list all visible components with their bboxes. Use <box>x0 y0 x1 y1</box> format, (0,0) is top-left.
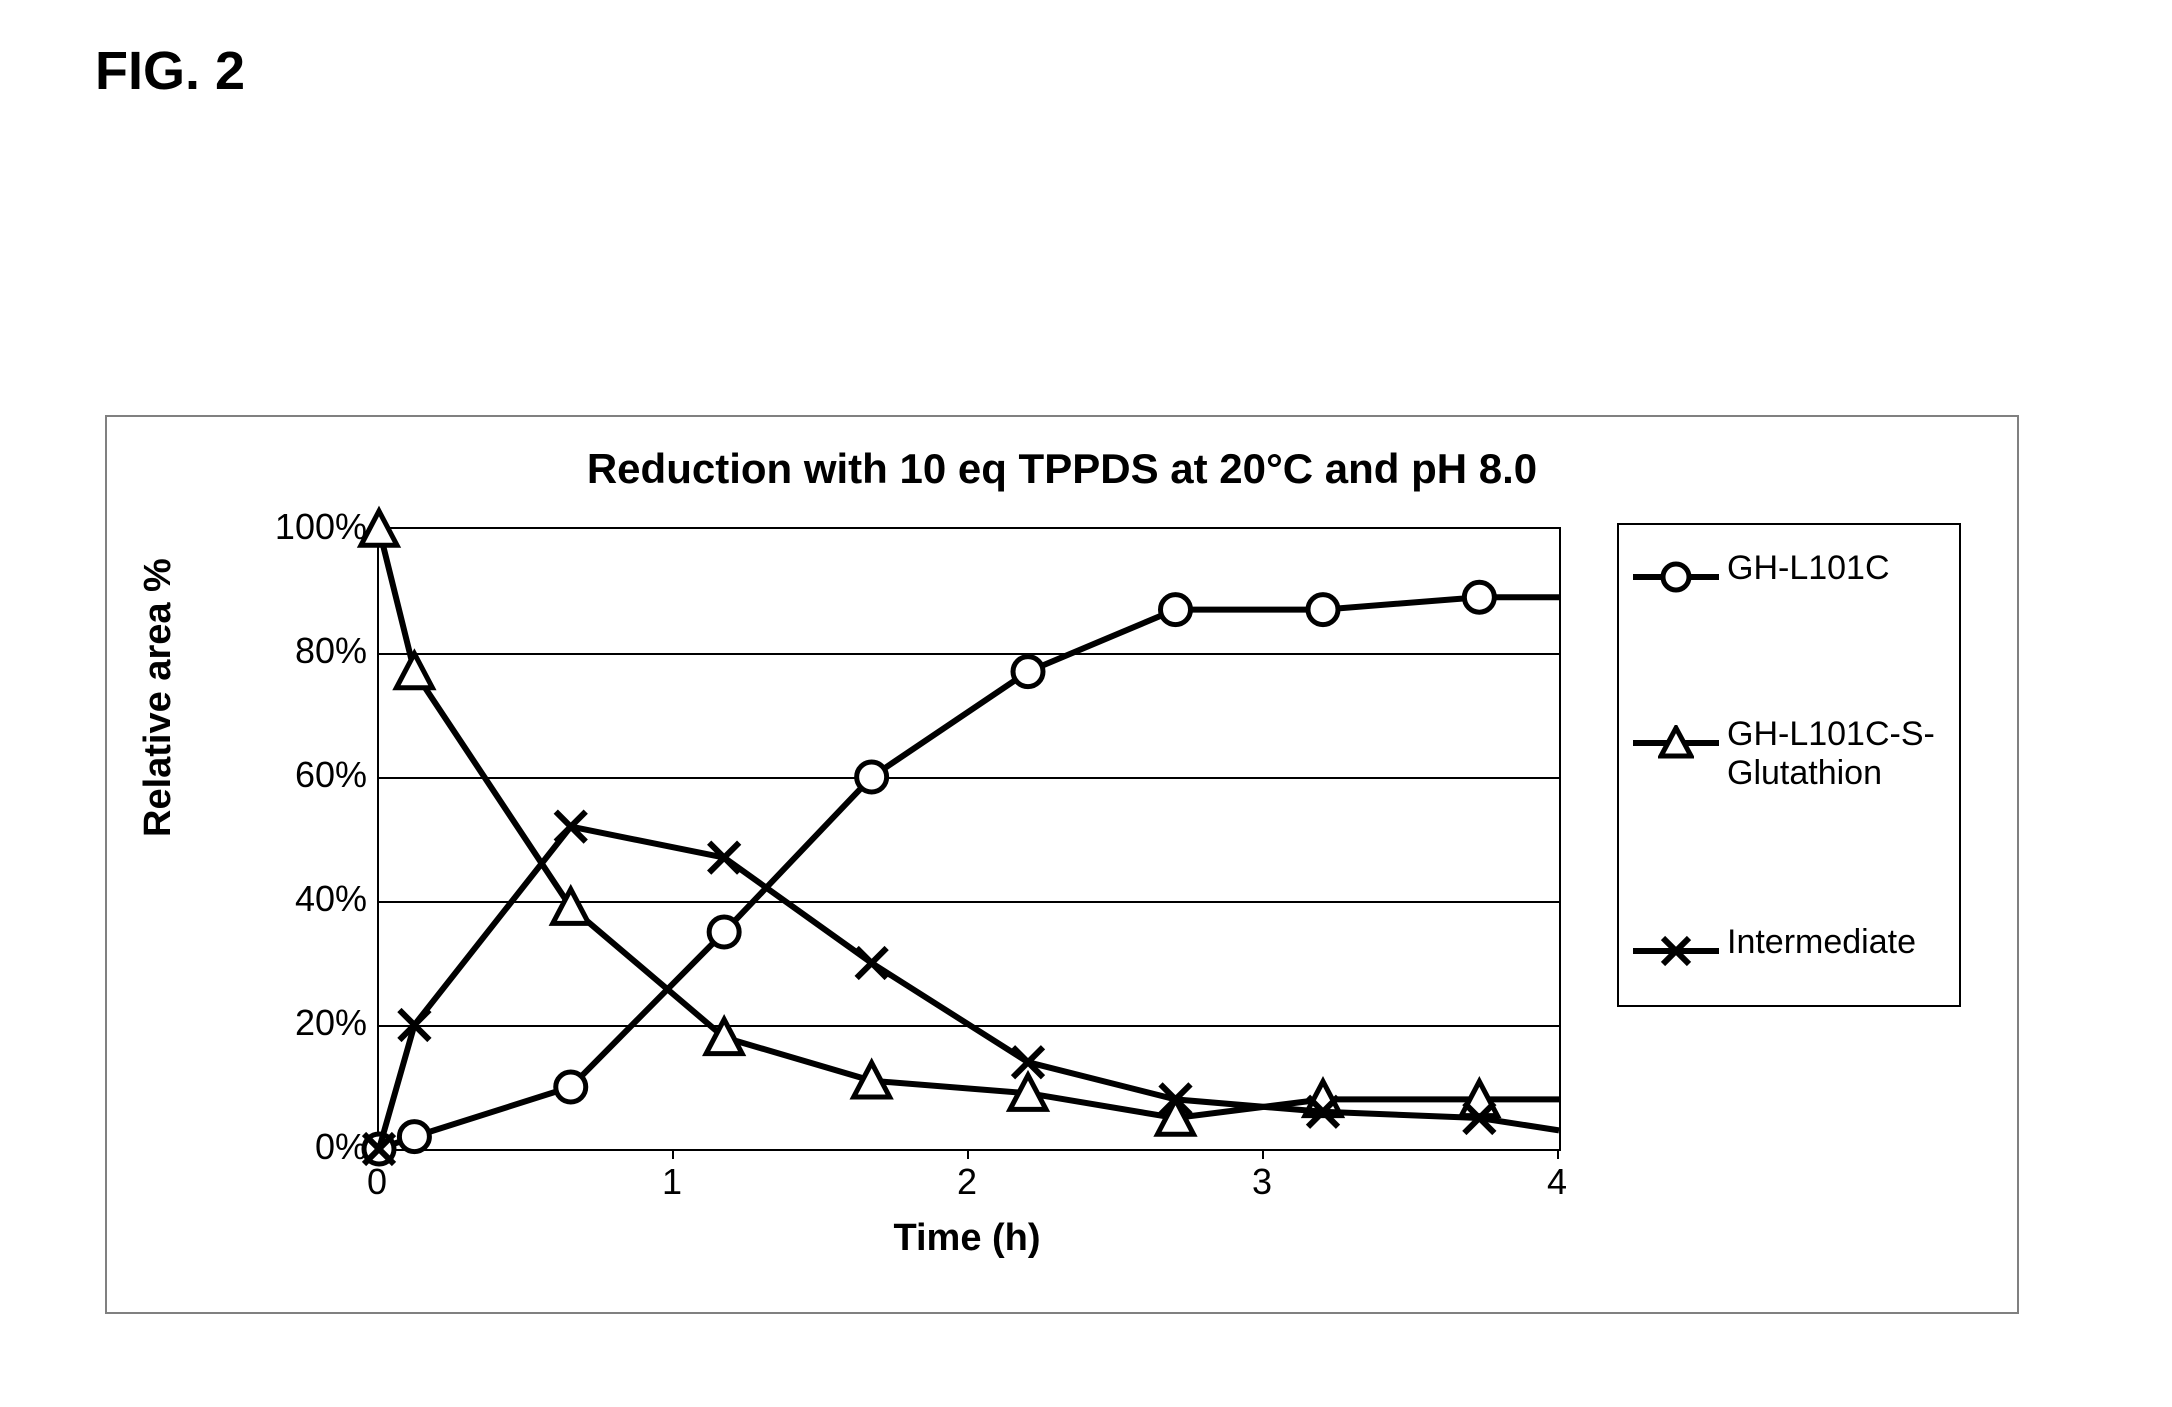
legend-label: GH-L101C-S-Glutathion <box>1727 715 1949 793</box>
series-marker <box>1464 582 1494 612</box>
legend-swatch <box>1633 555 1719 595</box>
series-marker <box>396 654 432 688</box>
series-marker <box>857 762 887 792</box>
series-marker <box>556 1072 586 1102</box>
y-tick-40: 40% <box>227 878 367 920</box>
y-axis-label: Relative area % <box>137 558 180 837</box>
x-tick-3: 3 <box>1232 1161 1292 1203</box>
legend-label: GH-L101C <box>1727 549 1890 588</box>
series-line <box>379 597 1559 1149</box>
legend-label: Intermediate <box>1727 923 1916 962</box>
plot-area <box>377 527 1561 1151</box>
y-tick-100: 100% <box>227 506 367 548</box>
y-tick-60: 60% <box>227 754 367 796</box>
chart-title: Reduction with 10 eq TPPDS at 20°C and p… <box>107 445 2017 493</box>
y-axis-label-text: Relative area % <box>137 558 179 837</box>
series-marker <box>1013 657 1043 687</box>
page: FIG. 2 Reduction with 10 eq TPPDS at 20°… <box>0 0 2172 1407</box>
x-axis-label: Time (h) <box>377 1217 1557 1260</box>
x-tick-0: 0 <box>347 1161 407 1203</box>
triangle-marker-icon <box>1658 725 1694 761</box>
legend: GH-L101C GH-L101C-S-Glutathion Intermed <box>1617 523 1961 1007</box>
legend-item-intermediate: Intermediate <box>1633 923 1949 969</box>
series-marker <box>709 917 739 947</box>
legend-item-glutathion: GH-L101C-S-Glutathion <box>1633 715 1949 793</box>
y-tick-0: 0% <box>227 1126 367 1168</box>
series-marker <box>553 889 589 923</box>
series-marker <box>857 948 887 978</box>
legend-item-gh-l101c: GH-L101C <box>1633 549 1949 595</box>
figure-label: FIG. 2 <box>95 40 245 102</box>
legend-swatch <box>1633 721 1719 761</box>
chart-container: Reduction with 10 eq TPPDS at 20°C and p… <box>105 415 2019 1314</box>
series-marker <box>1308 595 1338 625</box>
series-marker <box>399 1122 429 1152</box>
x-tick-2: 2 <box>937 1161 997 1203</box>
x-tick-1: 1 <box>642 1161 702 1203</box>
series-marker <box>1161 595 1191 625</box>
legend-swatch <box>1633 929 1719 969</box>
x-tick-4: 4 <box>1527 1161 1587 1203</box>
y-tick-80: 80% <box>227 630 367 672</box>
y-tick-20: 20% <box>227 1002 367 1044</box>
x-marker-icon <box>1659 934 1693 968</box>
circle-marker-icon <box>1659 560 1693 594</box>
series-svg <box>379 529 1559 1149</box>
series-line <box>379 529 1559 1118</box>
